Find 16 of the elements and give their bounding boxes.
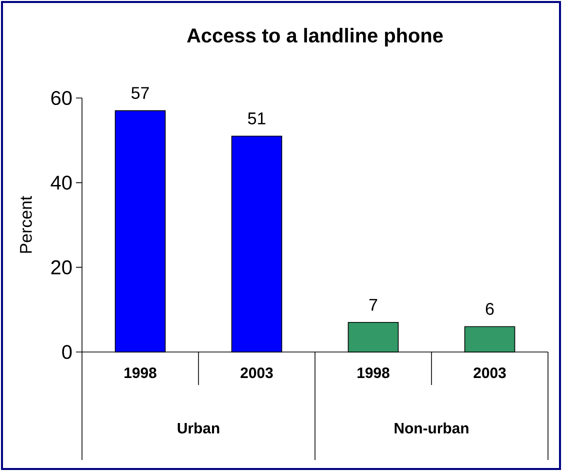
data-label: 6 <box>486 302 494 315</box>
x-tick-label: 2003 <box>240 368 273 378</box>
text: Non-urban <box>394 422 468 434</box>
y-tick-label: 20 <box>51 260 72 274</box>
data-label: 57 <box>132 87 149 99</box>
data-label: 7 <box>369 298 378 311</box>
y-tick-label: 40 <box>50 176 72 190</box>
chart-title: Access to a landline phone <box>187 28 443 47</box>
data-label: 51 <box>248 112 266 124</box>
x-tick-label: 1998 <box>124 368 156 378</box>
y-axis-title: Percent <box>20 196 32 253</box>
y-tick-label: 0 <box>62 344 72 360</box>
y-tick-label: 60 <box>51 90 72 106</box>
x-tick-label: 2003 <box>474 368 506 378</box>
x-tick-label: 1998 <box>358 368 390 378</box>
text: Urban <box>178 422 220 434</box>
